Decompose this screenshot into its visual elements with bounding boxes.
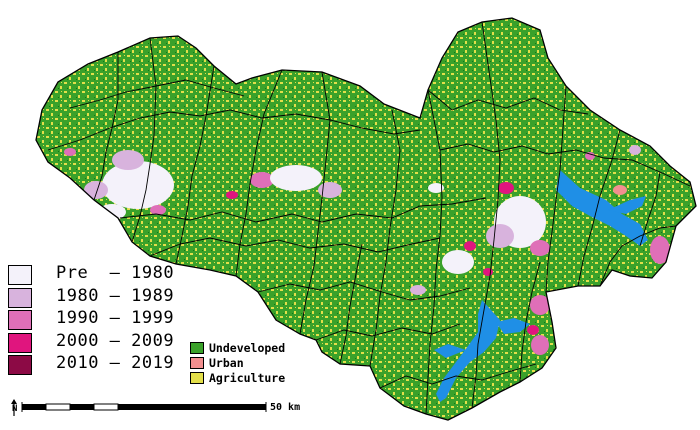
scale-bar bbox=[11, 399, 267, 416]
legend-label: Urban bbox=[209, 356, 244, 370]
legend-item-2000-2009: 2000 – 2009 bbox=[8, 330, 188, 355]
legend-swatch bbox=[8, 332, 32, 353]
legend-swatch bbox=[8, 287, 32, 308]
legend-item-agriculture: Agriculture bbox=[190, 371, 320, 386]
subwatershed-boundaries bbox=[47, 21, 691, 415]
legend-label: 2010 – 2019 bbox=[56, 353, 175, 373]
north-arrow-icon bbox=[11, 399, 17, 416]
legend-label: 1980 – 1989 bbox=[56, 285, 175, 306]
legend-swatch bbox=[190, 342, 204, 354]
legend-item-urban: Urban bbox=[190, 356, 320, 371]
legend-item-1990-1999: 1990 – 1999 bbox=[8, 308, 188, 332]
legend-item-1980-1989: 1980 – 1989 bbox=[8, 285, 188, 310]
legend-label: Agriculture bbox=[209, 371, 286, 385]
legend-label: Undeveloped bbox=[209, 341, 286, 355]
legend-label: Pre – 1980 bbox=[56, 263, 175, 283]
legend-item-2010-2019: 2010 – 2019 bbox=[8, 353, 188, 377]
landcover-legend: Undeveloped Urban Agriculture bbox=[190, 341, 320, 386]
scale-label: 50 km bbox=[270, 402, 301, 413]
legend-swatch bbox=[190, 357, 204, 369]
legend-label: 2000 – 2009 bbox=[56, 330, 175, 351]
legend-swatch bbox=[190, 372, 204, 384]
legend-swatch bbox=[8, 355, 32, 375]
legend-label: 1990 – 1999 bbox=[56, 308, 175, 328]
legend-item-pre-1980: Pre – 1980 bbox=[8, 263, 188, 287]
legend-item-undeveloped: Undeveloped bbox=[190, 341, 320, 356]
legend-swatch bbox=[8, 265, 32, 285]
legend-swatch bbox=[8, 310, 32, 330]
development-period-legend: Pre – 1980 1980 – 1989 1990 – 1999 2000 … bbox=[8, 263, 188, 377]
north-label: N bbox=[12, 404, 18, 414]
